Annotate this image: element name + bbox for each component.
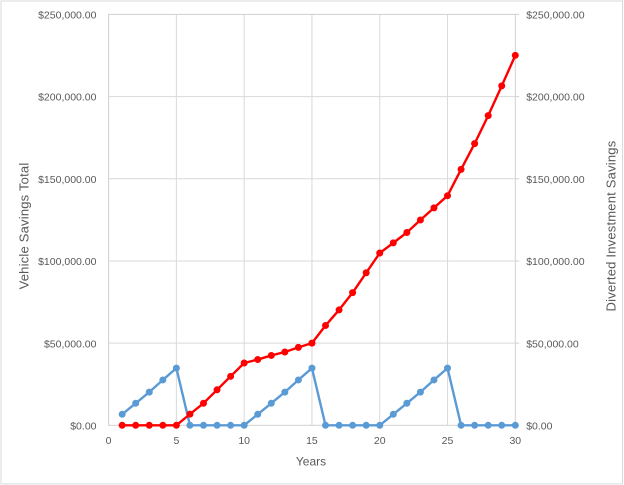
svg-text:$100,000.00: $100,000.00 xyxy=(526,256,585,268)
svg-text:Vehicle Savings Total: Vehicle Savings Total xyxy=(16,163,31,290)
svg-text:5: 5 xyxy=(173,435,179,447)
svg-text:$100,000.00: $100,000.00 xyxy=(38,256,97,268)
svg-text:Diverted Investment Savings: Diverted Investment Savings xyxy=(604,140,619,311)
svg-text:20: 20 xyxy=(374,435,386,447)
svg-text:$0.00: $0.00 xyxy=(70,420,96,432)
svg-text:10: 10 xyxy=(238,435,250,447)
svg-text:$50,000.00: $50,000.00 xyxy=(44,338,97,350)
svg-text:Years: Years xyxy=(296,455,326,469)
svg-text:$200,000.00: $200,000.00 xyxy=(38,92,97,104)
svg-text:$250,000.00: $250,000.00 xyxy=(38,10,97,22)
svg-text:0: 0 xyxy=(106,435,112,447)
svg-text:$150,000.00: $150,000.00 xyxy=(38,174,97,186)
svg-text:$0.00: $0.00 xyxy=(526,420,552,432)
svg-text:25: 25 xyxy=(442,435,454,447)
svg-text:$250,000.00: $250,000.00 xyxy=(526,10,585,22)
svg-text:15: 15 xyxy=(306,435,318,447)
svg-text:$150,000.00: $150,000.00 xyxy=(526,174,585,186)
svg-text:$50,000.00: $50,000.00 xyxy=(526,338,579,350)
svg-text:$200,000.00: $200,000.00 xyxy=(526,92,585,104)
svg-text:30: 30 xyxy=(509,435,521,447)
